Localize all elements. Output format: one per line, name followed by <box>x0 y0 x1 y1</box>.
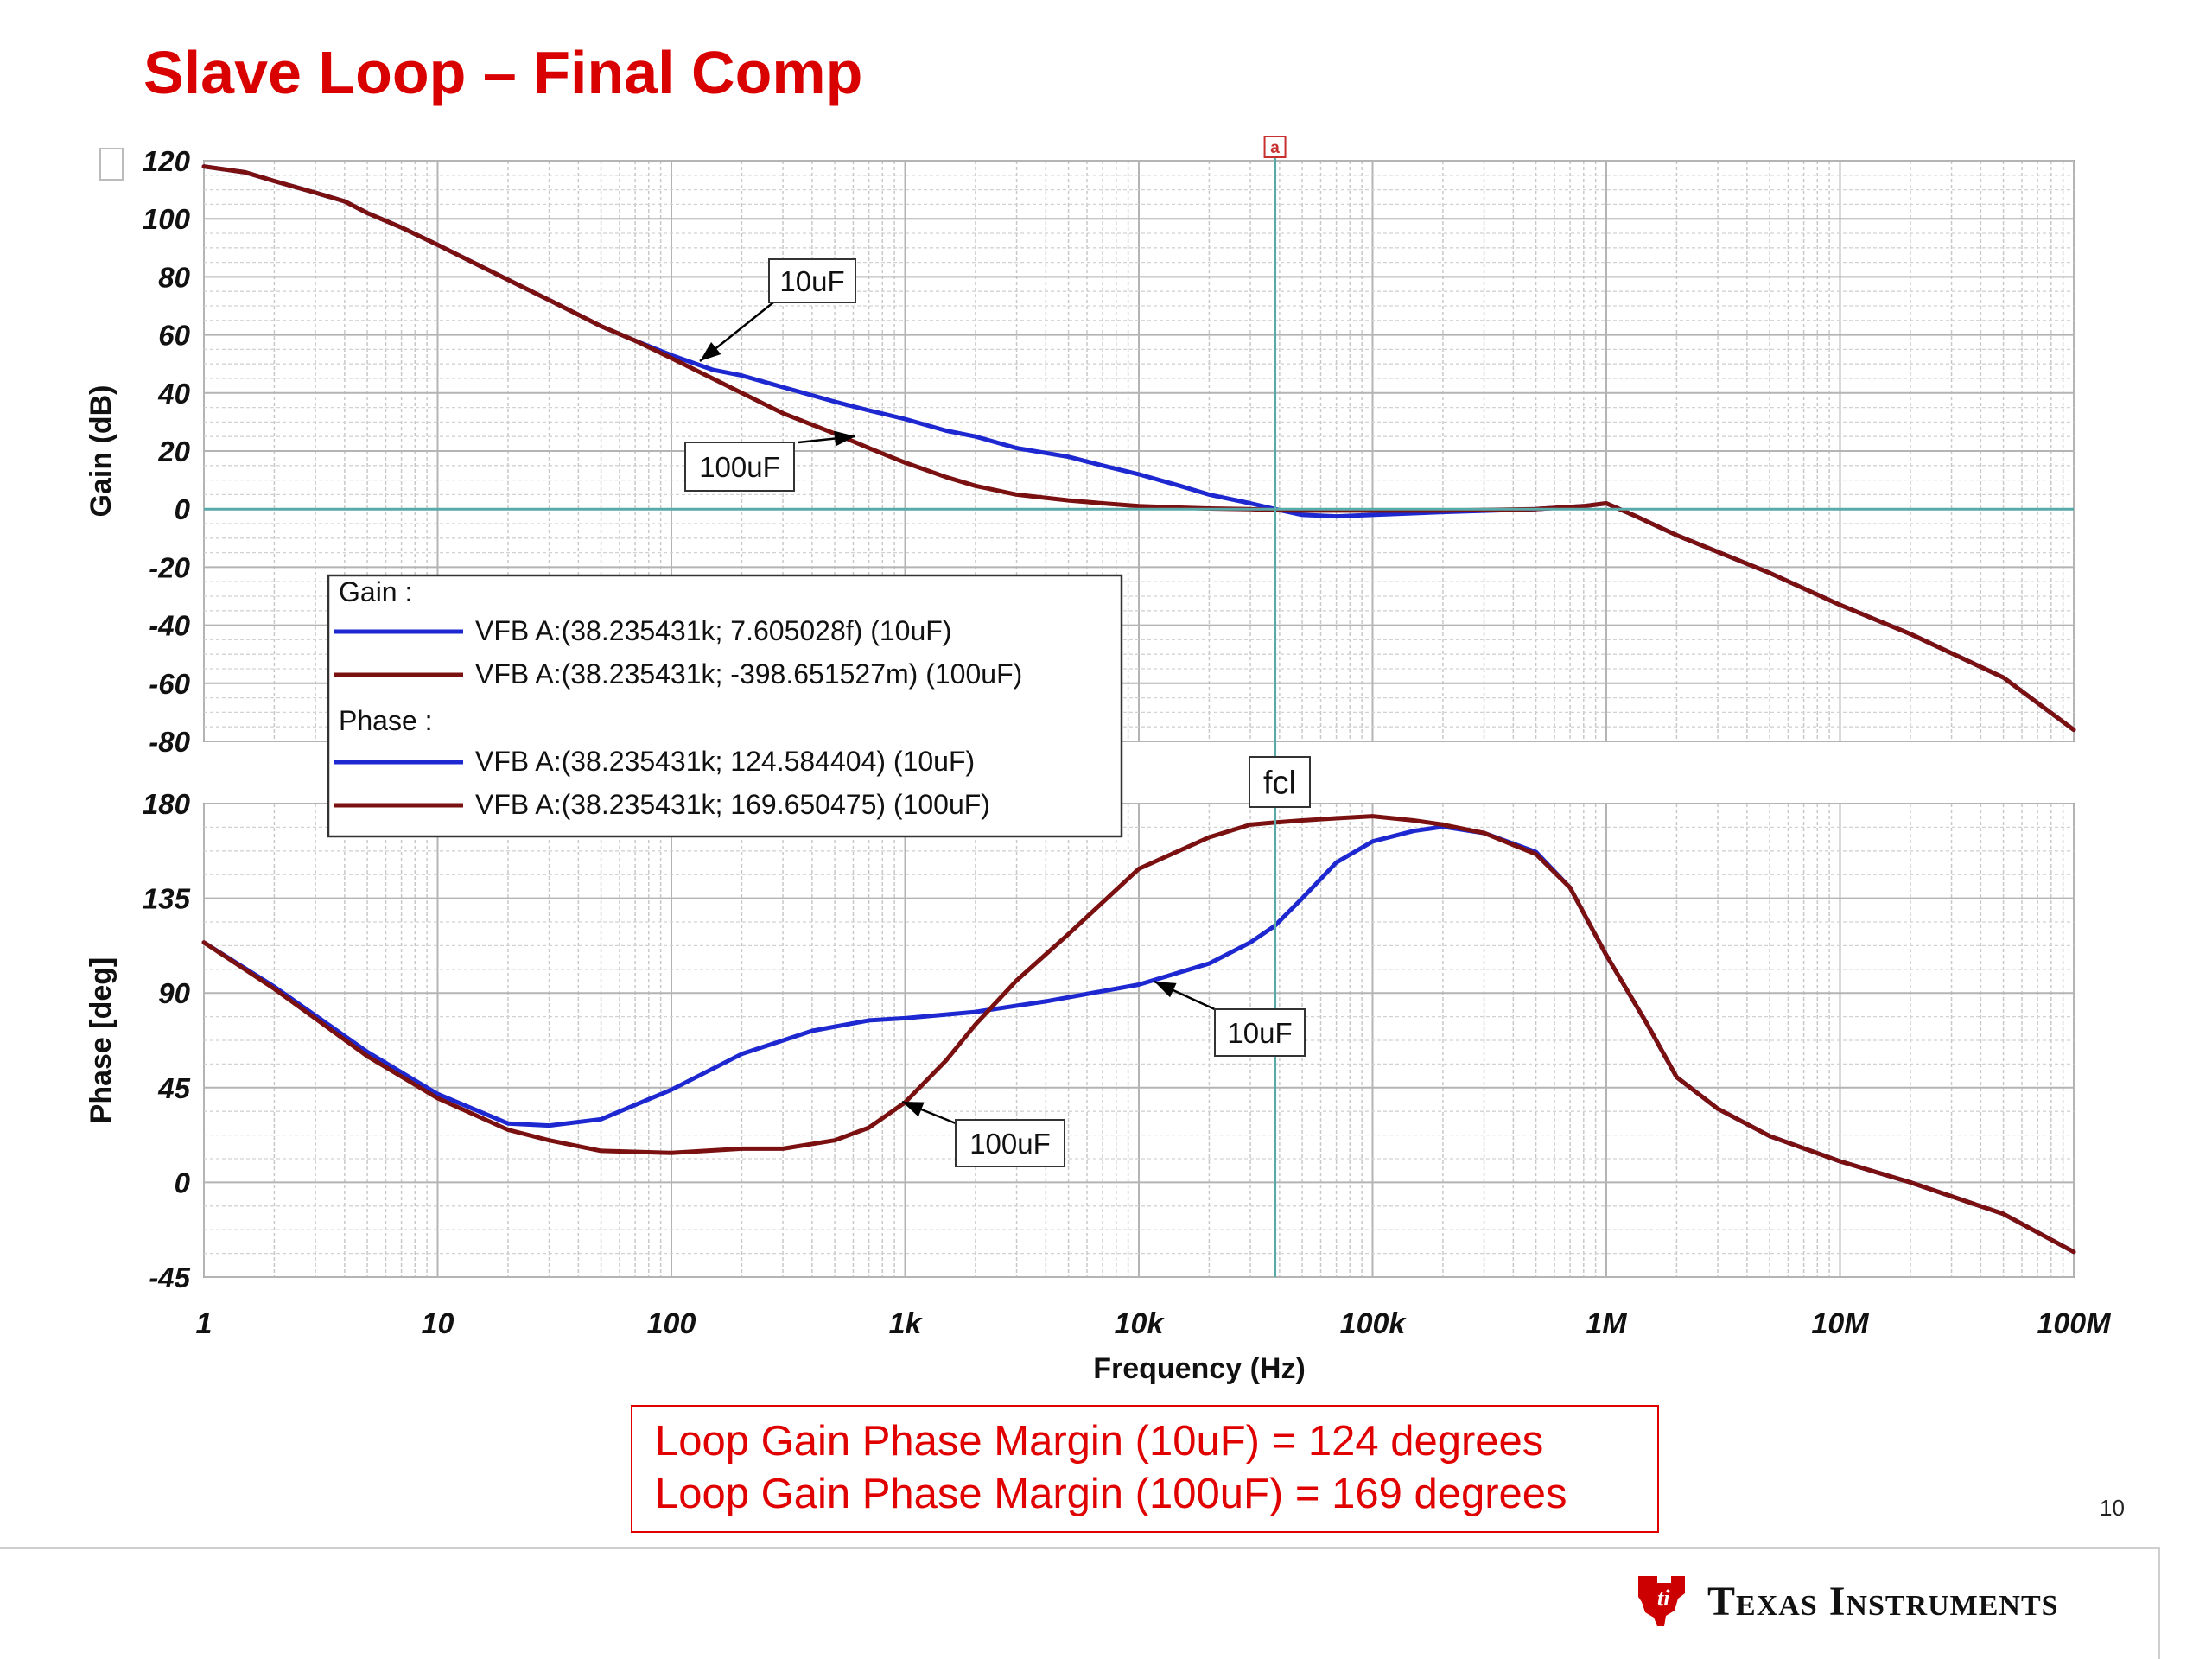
panel-toggle-box <box>99 148 124 181</box>
legend-entry-phase: VFB A:(38.235431k; 124.584404) (10uF) <box>475 746 975 777</box>
phase-margin-note: Loop Gain Phase Margin (10uF) = 124 degr… <box>631 1405 1659 1533</box>
gain-100uf-callout-arrowhead <box>834 430 855 447</box>
gain-ytick-label: -60 <box>149 668 190 700</box>
gain-10uf-callout-arrowhead <box>700 341 721 361</box>
ti-brand-text: Texas Instruments <box>1707 1578 2059 1624</box>
phase-ytick-label: 90 <box>158 977 190 1009</box>
xtick-label: 1 <box>196 1307 213 1340</box>
gain-ytick-label: 100 <box>143 203 191 235</box>
gain-ytick-label: 120 <box>143 145 191 177</box>
ti-logo: ti Texas Instruments <box>1631 1573 2059 1630</box>
gain-10uf-callout-box <box>768 258 856 303</box>
phase-100uf-callout-arrowhead <box>902 1102 925 1117</box>
legend-gain-header: Gain : <box>339 576 412 607</box>
xtick-label: 10M <box>1811 1307 1869 1340</box>
gain-ytick-label: 0 <box>175 493 191 525</box>
phase-ytick-label: -45 <box>149 1262 190 1294</box>
phase-ytick-label: 135 <box>143 883 191 915</box>
legend-phase-header: Phase : <box>339 705 433 736</box>
gain-ytick-label: 80 <box>158 261 190 293</box>
annotations: 10uF 100uF 10uF 100uF fcl <box>684 258 1311 1167</box>
xtick-label: 100M <box>2037 1307 2111 1340</box>
gain-ytick-label: 60 <box>158 320 190 352</box>
legend-box <box>327 574 1123 838</box>
xtick-label: 100 <box>647 1307 696 1340</box>
grid <box>203 160 2075 1278</box>
gain-ytick-label: -40 <box>149 610 190 642</box>
phase-ylabel: Phase [deg] <box>85 957 118 1124</box>
xtick-label: 100k <box>1340 1307 1408 1340</box>
slide-title: Slave Loop – Final Comp <box>143 39 863 106</box>
gain-ytick-label: -20 <box>149 551 190 583</box>
phase-ytick-label: 180 <box>143 788 191 820</box>
footer-divider-right <box>2158 1547 2160 1659</box>
note-line-100uf: Loop Gain Phase Margin (100uF) = 169 deg… <box>655 1471 1567 1517</box>
ti-state-icon: ti <box>1638 1576 1685 1626</box>
phase-10uf-callout-label: 10uF <box>1227 1017 1292 1049</box>
xtick-label: 10k <box>1115 1307 1166 1340</box>
phase-100uf-callout-label: 100uF <box>969 1128 1051 1160</box>
gain-ylabel: Gain (dB) <box>85 385 118 518</box>
page-number: 10 <box>2100 1495 2125 1521</box>
phase-100uf-callout-box <box>955 1119 1065 1167</box>
svg-text:ti: ti <box>1657 1586 1670 1611</box>
footer-divider <box>0 1547 2160 1549</box>
legend: Gain : Phase : VFB A:(38.235431k; 7.605028… <box>327 574 1123 838</box>
fcl-callout-label: fcl <box>1263 766 1296 802</box>
fcl-callout-box <box>1249 756 1311 808</box>
xlabel: Frequency (Hz) <box>1093 1352 1306 1385</box>
gain-ytick-label: -80 <box>149 726 190 758</box>
gain-100uf-callout-box <box>684 442 795 492</box>
legend-entry-phase: VFB A:(38.235431k; 169.650475) (100uF) <box>475 789 990 820</box>
series <box>201 164 2076 1255</box>
cursor: a <box>204 136 2074 1277</box>
phase-series-100uf <box>201 814 2076 1255</box>
gain-ytick-label: 20 <box>157 435 190 467</box>
cursor-marker-label: a <box>1270 139 1280 157</box>
gain-series-100uf <box>201 164 2076 733</box>
phase-ytick-label: 0 <box>175 1166 191 1198</box>
phase-ytick-label: 45 <box>157 1072 190 1104</box>
legend-entry-gain: VFB A:(38.235431k; 7.605028f) (10uF) <box>475 615 951 646</box>
phase-10uf-callout-box <box>1214 1008 1306 1057</box>
xtick-label: 1k <box>889 1307 924 1340</box>
legend-entry-gain: VFB A:(38.235431k; -398.651527m) (100uF) <box>475 658 1022 690</box>
gain-10uf-callout-label: 10uF <box>779 265 844 297</box>
note-line-10uf: Loop Gain Phase Margin (10uF) = 124 degr… <box>655 1418 1544 1465</box>
gain-100uf-callout-label: 100uF <box>699 451 780 483</box>
phase-10uf-callout-arrowhead <box>1154 982 1177 998</box>
xtick-label: 1M <box>1586 1307 1627 1340</box>
xtick-label: 10 <box>422 1307 454 1340</box>
gain-ytick-label: 40 <box>157 378 190 410</box>
cursor-marker <box>1263 136 1287 158</box>
